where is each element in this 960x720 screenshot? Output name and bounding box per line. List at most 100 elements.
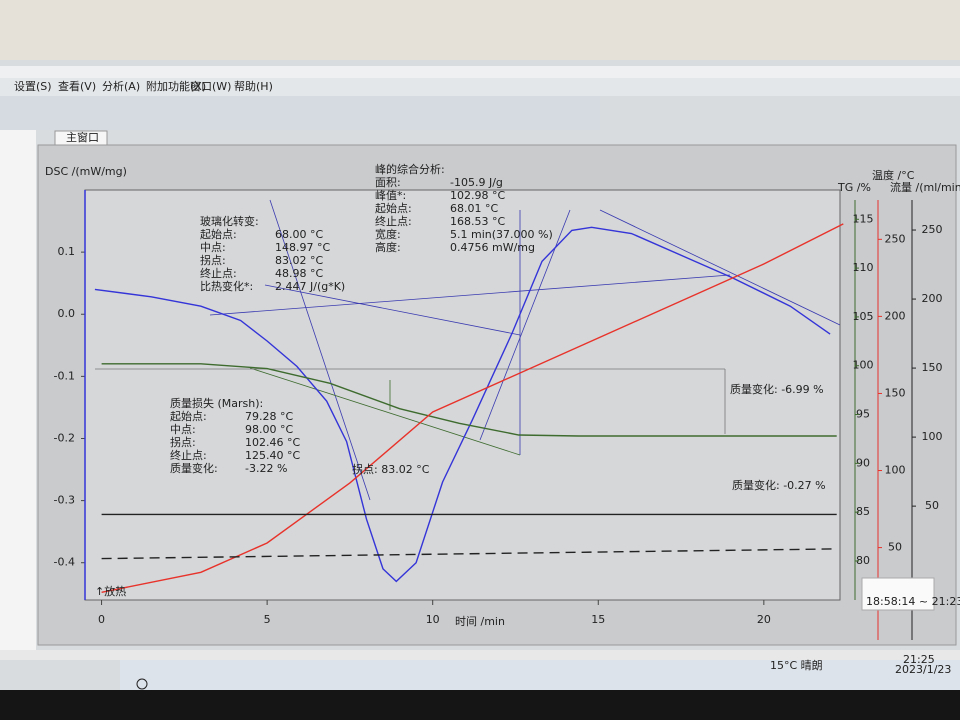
date: 2023/1/23 xyxy=(895,663,951,676)
annotation-label: 中点: xyxy=(200,241,226,254)
menu-item[interactable]: 查看(V) xyxy=(58,79,96,93)
y2-axis-title: TG /% xyxy=(837,181,871,194)
annotation-value: -105.9 J/g xyxy=(450,176,503,189)
start-button[interactable] xyxy=(136,678,148,690)
tick-label: 100 xyxy=(922,430,943,443)
title-bar xyxy=(0,66,960,78)
annotation-title: 玻璃化转变: xyxy=(200,214,259,228)
tick-label: 85 xyxy=(856,505,870,518)
series-line xyxy=(94,226,831,583)
menu-item[interactable]: 设置(S) xyxy=(14,80,52,93)
annotation-title: 质量变化: -6.99 % xyxy=(730,382,824,396)
tick-label: 115 xyxy=(853,212,874,225)
annotation-value: 125.40 °C xyxy=(245,449,300,462)
annotation-label: 中点: xyxy=(170,423,196,436)
annotation-title: 拐点: 83.02 °C xyxy=(352,462,430,476)
tick-label: 100 xyxy=(885,464,906,477)
x-tick-label: 15 xyxy=(591,613,605,626)
annotation-value: 68.01 °C xyxy=(450,202,498,215)
menu-item[interactable]: 窗口(W) xyxy=(190,79,231,93)
series-line xyxy=(101,548,837,560)
annotation-value: 102.98 °C xyxy=(450,189,505,202)
annotation-label: 高度: xyxy=(375,240,401,254)
toolbar[interactable] xyxy=(0,96,600,130)
tick-label: -0.1 xyxy=(54,369,75,382)
taskbar xyxy=(120,660,960,690)
tick-label: 90 xyxy=(856,456,870,469)
side-panel xyxy=(0,130,36,650)
tick-label: 200 xyxy=(922,292,943,305)
annotation-value: -3.22 % xyxy=(245,462,287,475)
tick-label: 150 xyxy=(922,361,943,374)
tick-label: 0.1 xyxy=(58,245,76,258)
annotation-label: 峰值*: xyxy=(375,189,406,202)
popup xyxy=(861,577,935,611)
x-tick-label: 20 xyxy=(757,613,771,626)
tick-label: 200 xyxy=(885,309,906,322)
annotation-value: 148.97 °C xyxy=(275,241,330,254)
y-axis-title: DSC /(mW/mg) xyxy=(45,165,127,178)
plot-area xyxy=(84,189,841,601)
annotation-label: 比热变化*: xyxy=(200,279,253,293)
tab-label[interactable]: 主窗口 xyxy=(66,130,99,144)
tick-label: 50 xyxy=(888,541,902,554)
tick-label: 250 xyxy=(922,223,943,236)
annotation-value: 98.00 °C xyxy=(245,423,293,436)
x-tick-label: 5 xyxy=(264,613,271,626)
tick-label: 250 xyxy=(885,232,906,245)
annotation-title: ↑放热 xyxy=(95,584,126,598)
tick-label: 95 xyxy=(856,408,870,421)
tick-label: -0.3 xyxy=(54,494,75,507)
annotation-value: 5.1 min(37.000 %) xyxy=(450,228,553,241)
annotation-value: 83.02 °C xyxy=(275,254,323,267)
annotation-value: 0.4756 mW/mg xyxy=(450,241,535,254)
plot: -0.4-0.3-0.2-0.10.00.1808590951001051101… xyxy=(45,162,960,640)
tangent xyxy=(269,199,371,501)
x-tick-label: 10 xyxy=(426,613,440,626)
annotation-value: 79.28 °C xyxy=(245,410,293,423)
tick-label: -0.2 xyxy=(54,431,75,444)
menu-item[interactable]: 帮助(H) xyxy=(234,79,273,93)
annotation-title: 峰的综合分析: xyxy=(375,162,445,176)
series-line xyxy=(101,223,844,593)
series-line xyxy=(101,363,837,437)
annotation-label: 起始点: xyxy=(170,409,207,423)
tangent xyxy=(599,209,841,326)
tick-label: 105 xyxy=(853,310,874,323)
menu-item[interactable]: 附加功能(X) xyxy=(146,79,206,93)
annotation-value: 48.98 °C xyxy=(275,267,323,280)
tick-label: 110 xyxy=(853,261,874,274)
tick-label: 80 xyxy=(856,554,870,567)
annotation-label: 面积: xyxy=(375,176,401,189)
annotation-label: 终止点: xyxy=(200,266,237,280)
y3-axis-title: 温度 /°C xyxy=(872,168,915,182)
baseline xyxy=(209,274,731,316)
menu-bar xyxy=(0,78,960,96)
tick-label: -0.4 xyxy=(54,556,75,569)
annotation-label: 终止点: xyxy=(170,448,207,462)
popup-text: 18:58:14 ~ 21:23:56 xyxy=(866,595,960,608)
clock: 21:25 xyxy=(903,653,935,666)
pointer xyxy=(264,284,521,336)
annotation-value: 2.447 J/(g*K) xyxy=(275,280,345,293)
annotation-label: 质量变化: xyxy=(170,461,218,475)
x-axis-title: 时间 /min xyxy=(455,615,505,628)
weather: 15°C 晴朗 xyxy=(770,659,823,672)
annotation-value: 168.53 °C xyxy=(450,215,505,228)
x-tick-label: 0 xyxy=(98,613,105,626)
annotation-title: 质量损失 (Marsh): xyxy=(170,396,263,410)
tick-label: 100 xyxy=(853,359,874,372)
tangent xyxy=(249,367,521,456)
annotation-value: 68.00 °C xyxy=(275,228,323,241)
tick-label: 0.0 xyxy=(58,307,76,320)
tick-label: 150 xyxy=(885,386,906,399)
annotation-label: 拐点: xyxy=(200,253,226,267)
wall xyxy=(0,0,960,60)
annotation-label: 终止点: xyxy=(375,214,412,228)
annotation-label: 起始点: xyxy=(200,227,237,241)
construction-lines xyxy=(209,199,841,501)
status-bar xyxy=(0,650,960,660)
menu-item[interactable]: 分析(A) xyxy=(102,79,140,93)
annotation-title: 质量变化: -0.27 % xyxy=(732,478,826,492)
